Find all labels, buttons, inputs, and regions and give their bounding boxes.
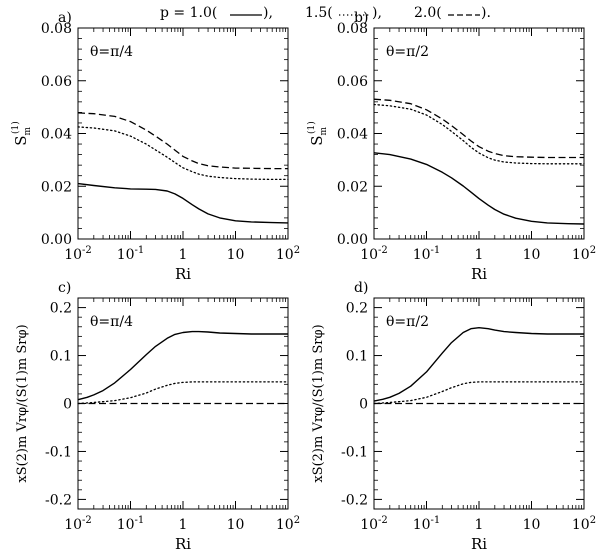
x-tick-label: 1 (475, 247, 484, 263)
series-line-dashed (77, 112, 288, 170)
panel-label: b) (354, 10, 368, 26)
x-tick-label: 10-2 (64, 245, 92, 263)
panel-label: a) (58, 10, 72, 26)
legend-header: p = 1.0( ), 1.5( ), 2.0( ). (160, 5, 491, 21)
series-line-solid (77, 330, 288, 401)
x-tick-label: 10-1 (117, 245, 145, 263)
y-tick-label: -0.2 (341, 492, 368, 508)
legend-label-2: 1.5( (305, 5, 333, 21)
y-tick-label: 0.08 (337, 21, 368, 37)
y-tick-label: 0.06 (41, 74, 72, 90)
panel-a: 10-2 10-1 1 10 102 0.00 0.02 0.04 0.06 0.08a) θ=π/… (10, 10, 300, 283)
x-axis-label: Ri (471, 535, 487, 549)
series-line-dotted (77, 381, 289, 405)
legend-suffix-3: ). (481, 5, 491, 21)
y-tick-label: 0 (63, 397, 72, 413)
x-tick-label: 1 (475, 517, 484, 533)
x-tick-label: 10-1 (117, 515, 145, 533)
panel-label: c) (58, 280, 71, 296)
x-tick-label: 10 (227, 517, 245, 533)
legend-label-1: p = 1.0( (160, 5, 217, 21)
x-tick-label: 10 (523, 247, 541, 263)
y-tick-label: 0.1 (50, 349, 72, 365)
x-tick-label: 102 (572, 515, 596, 533)
panel-c: 10-2 10-1 1 10 102 -0.2 -0.1 0 0.1 0.2 c) θ=π/4 Ri xS… (15, 280, 300, 549)
y-tick-label: 0.04 (41, 127, 72, 143)
x-tick-label: 10 (227, 247, 245, 263)
x-tick-label: 10-2 (64, 515, 92, 533)
y-tick-label: 0 (359, 397, 368, 413)
y-tick-label: -0.1 (341, 444, 368, 460)
y-tick-label: 0.2 (50, 301, 72, 317)
series-line-dotted (77, 126, 289, 181)
panel-d: 10-2 10-1 1 10 102 -0.2 -0.1 0 0.1 0.2 d) θ=π/2 Ri xS… (311, 280, 596, 549)
series-line-dotted (373, 381, 585, 405)
series-line-dashed (373, 98, 584, 159)
x-tick-label: 10-1 (413, 515, 441, 533)
series-line-dotted (373, 103, 585, 165)
legend-suffix-2: ), (372, 5, 382, 21)
x-axis-label: Ri (175, 535, 191, 549)
y-tick-label: -0.1 (45, 444, 72, 460)
y-tick-label: 0.02 (41, 179, 72, 195)
x-axis-label: Ri (471, 265, 487, 283)
y-tick-label: 0.2 (346, 301, 368, 317)
y-tick-label: 0.08 (41, 21, 72, 37)
panel-b: 10-2 10-1 1 10 102 0.00 0.02 0.04 0.06 0.08b) θ=π/… (306, 10, 596, 283)
panel-label: d) (354, 280, 368, 296)
x-tick-label: 102 (276, 515, 300, 533)
y-tick-label: -0.2 (45, 492, 72, 508)
x-tick-label: 10-1 (413, 245, 441, 263)
x-tick-label: 10 (523, 517, 541, 533)
theta-annotation: θ=π/2 (386, 44, 429, 60)
x-tick-label: 1 (179, 517, 188, 533)
y-axis-label: Sm(1) (10, 121, 33, 146)
x-axis-label: Ri (175, 265, 191, 283)
y-axis-label: Sm(1) (306, 121, 329, 146)
series-line-solid (373, 152, 585, 225)
y-axis-label: xS(2)m Vrφ/(S(1)m Srφ) (15, 324, 30, 482)
theta-annotation: θ=π/2 (386, 314, 429, 330)
theta-annotation: θ=π/4 (90, 44, 133, 60)
y-tick-label: 0.06 (337, 74, 368, 90)
y-tick-label: 0.04 (337, 127, 368, 143)
series-line-solid (373, 327, 584, 402)
x-tick-label: 1 (179, 247, 188, 263)
y-tick-label: 0.1 (346, 349, 368, 365)
y-tick-label: 0.00 (41, 232, 72, 248)
y-tick-label: 0.02 (337, 179, 368, 195)
x-tick-label: 102 (572, 245, 596, 263)
theta-annotation: θ=π/4 (90, 314, 133, 330)
legend-suffix-1: ), (263, 5, 273, 21)
x-tick-label: 102 (276, 245, 300, 263)
x-tick-label: 10-2 (360, 515, 388, 533)
y-tick-label: 0.00 (337, 232, 368, 248)
legend-label-3: 2.0( (414, 5, 442, 21)
y-axis-label: xS(2)m Vrφ/(S(1)m Srφ) (311, 324, 326, 482)
x-tick-label: 10-2 (360, 245, 388, 263)
series-line-solid (77, 182, 289, 224)
